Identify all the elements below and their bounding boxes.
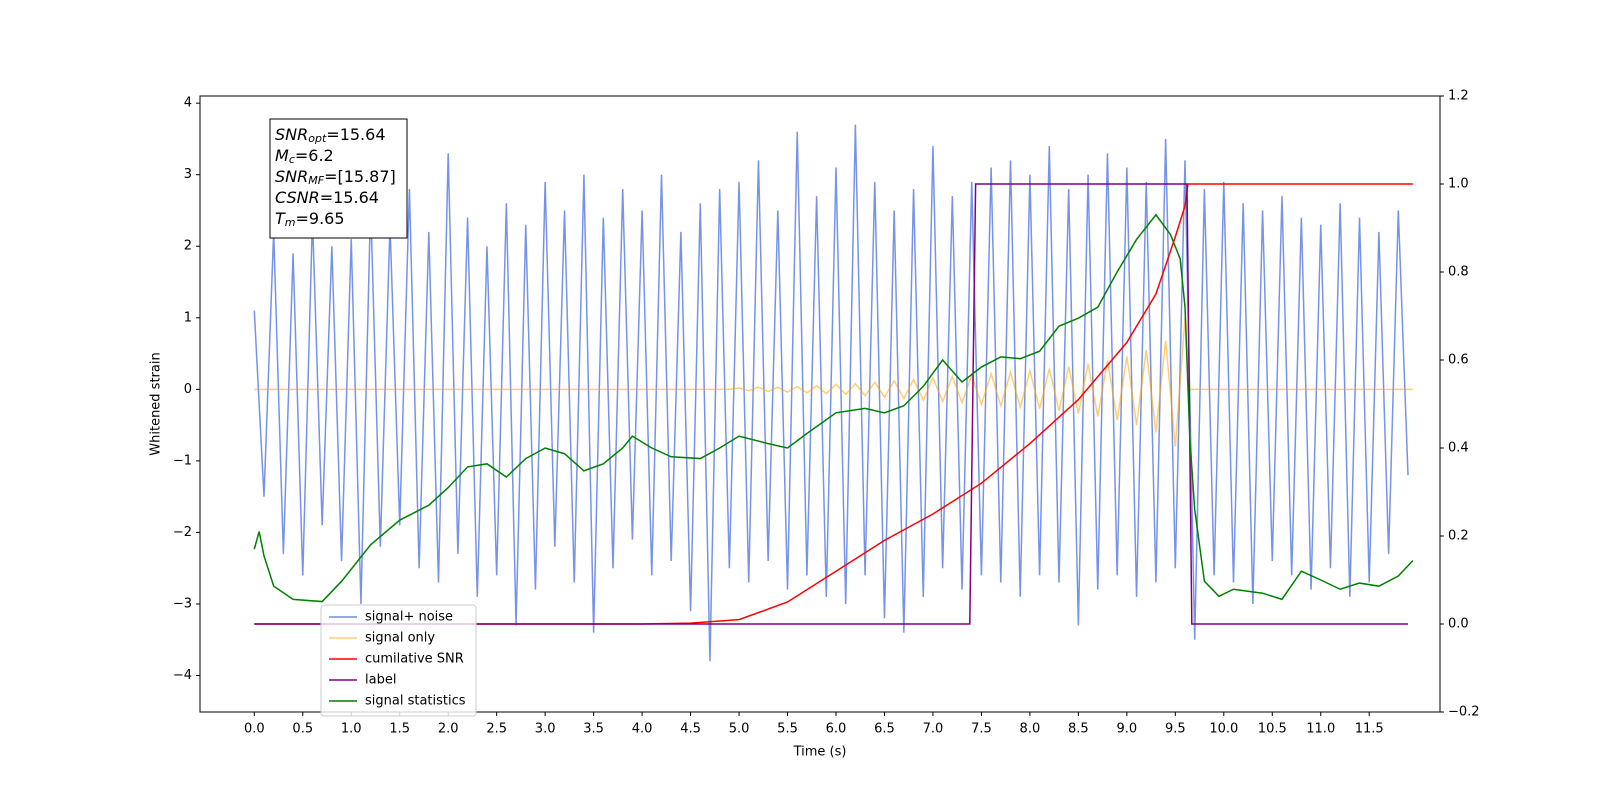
x-tick-label: 3.0	[535, 722, 556, 737]
x-tick-label: 10.5	[1258, 722, 1287, 737]
series-line	[254, 317, 1413, 447]
y2-tick-label: 1.2	[1448, 89, 1469, 104]
x-tick-label: 5.5	[777, 722, 798, 737]
y-tick-label: 4	[184, 96, 192, 111]
y-tick-label: 0	[184, 382, 192, 397]
y2-tick-label: 1.0	[1448, 177, 1469, 192]
x-tick-label: 1.5	[389, 722, 410, 737]
y-tick-label: 2	[184, 239, 192, 254]
x-tick-label: 8.0	[1020, 722, 1041, 737]
legend-label: signal+ noise	[365, 610, 453, 625]
legend-label: signal statistics	[365, 694, 466, 709]
y-tick-label: 1	[184, 310, 192, 325]
annotation-symbol: M	[275, 146, 289, 165]
x-tick-label: 1.0	[341, 722, 362, 737]
annotation-value: =15.64	[320, 188, 379, 207]
annotation-value: =6.2	[295, 146, 334, 165]
x-tick-label: 4.0	[632, 722, 653, 737]
x-tick-label: 2.0	[438, 722, 459, 737]
x-axis-label: Time (s)	[793, 745, 847, 760]
y2-tick-label: 0.6	[1448, 353, 1469, 368]
y-axis-label: Whitened strain	[149, 352, 164, 455]
annotation-text: Tm=9.65	[275, 209, 345, 230]
annotation-value: =15.64	[326, 125, 385, 144]
annotation-box	[269, 118, 408, 239]
annotation-text: SNRopt=15.64	[275, 125, 386, 146]
x-tick-label: 11.0	[1306, 722, 1335, 737]
y2-tick-label: 0.8	[1448, 265, 1469, 280]
y-tick-label: −4	[173, 668, 192, 683]
series-line	[253, 124, 1409, 662]
y-tick-label: −1	[173, 453, 192, 468]
annotation-value: =[15.87]	[324, 167, 396, 186]
annotation-subscript: MF	[308, 174, 324, 187]
x-tick-label: 6.5	[874, 722, 895, 737]
y2-tick-label: 0.4	[1448, 441, 1469, 456]
x-tick-label: 5.0	[729, 722, 750, 737]
x-tick-label: 3.5	[583, 722, 604, 737]
annotation-symbol: T	[275, 209, 286, 228]
annotation-subscript: opt	[308, 132, 327, 145]
x-tick-label: 2.5	[486, 722, 507, 737]
plot-frame	[199, 95, 1441, 713]
annotation-value: =9.65	[296, 209, 345, 228]
x-tick-label: 7.0	[923, 722, 944, 737]
legend-label: cumilative SNR	[365, 652, 464, 667]
legend-label: label	[365, 673, 396, 688]
x-tick-label: 9.5	[1165, 722, 1186, 737]
x-tick-label: 9.0	[1117, 722, 1138, 737]
y2-tick-label: −0.2	[1448, 705, 1480, 720]
y2-tick-label: 0.0	[1448, 617, 1469, 632]
y-tick-label: −3	[173, 596, 192, 611]
y2-tick-label: 0.2	[1448, 529, 1469, 544]
x-tick-label: 8.5	[1068, 722, 1089, 737]
x-tick-label: 6.0	[826, 722, 847, 737]
series-line	[254, 183, 1409, 625]
y-tick-label: −2	[173, 525, 192, 540]
annotation-subscript: m	[285, 216, 296, 229]
series-line	[254, 183, 1413, 625]
x-tick-label: 0.0	[244, 722, 265, 737]
series-line	[253, 213, 1414, 603]
annotation-text: CSNR=15.64	[275, 188, 379, 207]
x-tick-label: 10.0	[1209, 722, 1238, 737]
y-tick-label: 3	[184, 167, 192, 182]
legend-box	[320, 604, 477, 717]
annotation-symbol: SNR	[275, 125, 308, 144]
x-tick-label: 11.5	[1355, 722, 1384, 737]
annotation-subscript: c	[289, 153, 295, 166]
x-tick-label: 4.5	[680, 722, 701, 737]
annotation-text: Mc=6.2	[275, 146, 334, 167]
annotation-symbol: CSNR	[275, 188, 320, 207]
x-tick-label: 0.5	[292, 722, 313, 737]
annotation-symbol: SNR	[275, 167, 308, 186]
x-tick-label: 7.5	[971, 722, 992, 737]
annotation-text: SNRMF=[15.87]	[275, 167, 396, 188]
legend-label: signal only	[365, 631, 435, 646]
